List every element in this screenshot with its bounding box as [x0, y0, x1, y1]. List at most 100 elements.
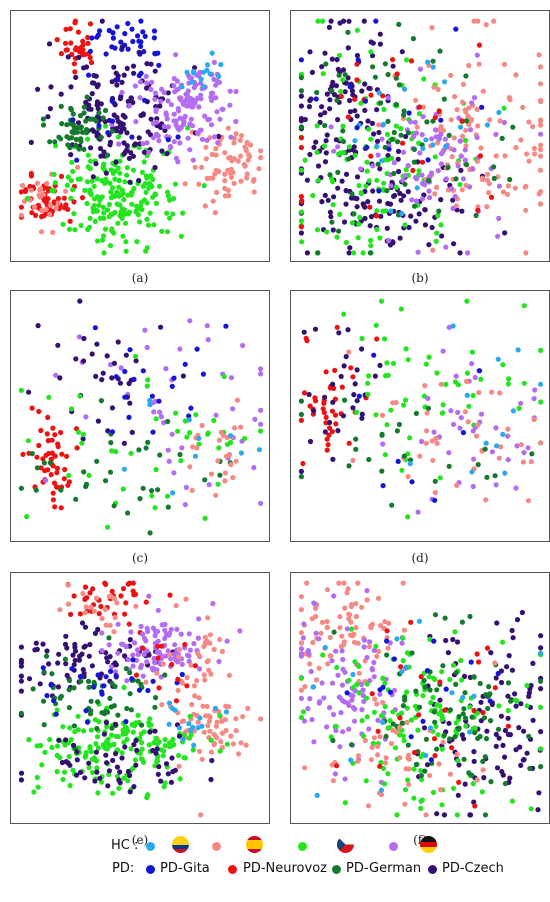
point-hc-czech: [409, 197, 415, 203]
point-pd-neurovoz: [484, 645, 491, 651]
point-pd-czech: [376, 198, 383, 204]
point-hc-neurovoz: [356, 670, 362, 676]
point-hc-german: [357, 214, 363, 221]
point-pd-german: [62, 656, 68, 662]
point-pd-german: [127, 670, 133, 676]
point-hc-neurovoz: [108, 594, 114, 600]
point-hc-neurovoz: [532, 151, 538, 157]
point-hc-czech: [467, 184, 473, 190]
point-hc-neurovoz: [474, 777, 480, 783]
point-hc-german: [89, 769, 96, 776]
point-hc-czech: [152, 96, 158, 102]
point-pd-german: [445, 164, 451, 170]
point-hc-czech: [144, 140, 150, 146]
point-pd-gita: [468, 659, 474, 665]
point-pd-neurovoz: [184, 683, 190, 689]
point-pd-gita: [347, 84, 353, 90]
point-hc-neurovoz: [337, 614, 343, 620]
point-hc-czech: [182, 114, 188, 120]
point-pd-gita: [194, 346, 200, 352]
point-pd-german: [107, 695, 113, 701]
point-hc-czech: [196, 666, 203, 672]
point-hc-czech: [202, 113, 208, 119]
point-hc-german: [324, 229, 330, 235]
point-hc-czech: [442, 136, 448, 142]
point-pd-czech: [117, 780, 123, 786]
point-pd-neurovoz: [126, 621, 132, 627]
point-hc-czech: [210, 90, 216, 96]
point-pd-czech: [362, 215, 368, 222]
point-pd-gita: [92, 325, 98, 331]
point-pd-german: [467, 613, 473, 620]
point-hc-german: [170, 736, 176, 743]
point-hc-german: [110, 790, 116, 796]
point-hc-czech: [119, 641, 125, 647]
point-hc-czech: [158, 98, 164, 104]
point-hc-german: [392, 745, 399, 751]
point-pd-german: [340, 138, 347, 145]
point-hc-neurovoz: [369, 744, 375, 750]
point-hc-czech: [375, 152, 381, 158]
point-hc-czech: [138, 664, 144, 671]
point-pd-czech: [322, 110, 328, 116]
point-hc-neurovoz: [225, 125, 231, 131]
point-pd-czech: [434, 811, 440, 817]
point-pd-german: [140, 485, 146, 491]
point-hc-german: [147, 210, 153, 216]
point-pd-czech: [92, 778, 98, 784]
point-pd-neurovoz: [300, 460, 306, 467]
point-hc-german: [67, 782, 73, 789]
point-pd-czech: [120, 121, 126, 127]
point-hc-german: [358, 190, 364, 196]
point-pd-czech: [369, 120, 375, 126]
point-hc-neurovoz: [528, 459, 534, 465]
point-pd-neurovoz: [20, 451, 26, 457]
point-hc-czech: [187, 147, 193, 153]
point-pd-czech: [302, 116, 308, 123]
point-hc-neurovoz: [486, 190, 492, 196]
point-pd-gita: [223, 323, 229, 329]
point-pd-czech: [504, 664, 510, 670]
point-hc-neurovoz: [57, 607, 63, 613]
point-hc-neurovoz: [364, 597, 370, 603]
point-hc-german: [139, 169, 145, 175]
point-pd-neurovoz: [400, 140, 406, 146]
point-pd-german: [432, 612, 439, 618]
point-pd-czech: [101, 149, 107, 155]
point-hc-german: [521, 380, 527, 386]
point-pd-neurovoz: [33, 212, 39, 218]
point-pd-neurovoz: [82, 596, 89, 602]
point-pd-czech: [164, 151, 170, 157]
point-hc-czech: [165, 98, 171, 104]
point-pd-gita: [114, 24, 120, 30]
point-hc-neurovoz: [497, 118, 503, 124]
point-hc-neurovoz: [223, 453, 230, 459]
point-pd-czech: [117, 769, 123, 775]
point-pd-czech: [123, 352, 129, 358]
point-pd-german: [109, 725, 115, 731]
point-pd-czech: [441, 812, 447, 818]
point-hc-czech: [496, 215, 502, 221]
point-pd-czech: [341, 219, 348, 225]
point-hc-german: [108, 189, 114, 195]
point-pd-neurovoz: [436, 108, 442, 114]
point-hc-czech: [344, 626, 350, 632]
point-pd-czech: [76, 657, 82, 663]
point-pd-neurovoz: [492, 685, 498, 691]
point-hc-czech: [399, 640, 405, 646]
point-pd-neurovoz: [143, 599, 149, 605]
point-hc-czech: [391, 687, 398, 693]
point-hc-gita: [380, 121, 387, 127]
point-pd-czech: [416, 211, 422, 217]
point-hc-german: [387, 718, 393, 724]
point-pd-czech: [298, 118, 304, 124]
point-hc-neurovoz: [18, 212, 24, 218]
point-hc-german: [398, 126, 404, 132]
point-hc-neurovoz: [167, 651, 173, 658]
point-pd-german: [390, 721, 396, 727]
point-hc-gita: [515, 347, 521, 353]
point-pd-german: [401, 112, 407, 118]
point-pd-gita: [53, 711, 59, 717]
point-hc-gita: [403, 664, 409, 670]
point-pd-neurovoz: [18, 189, 24, 195]
